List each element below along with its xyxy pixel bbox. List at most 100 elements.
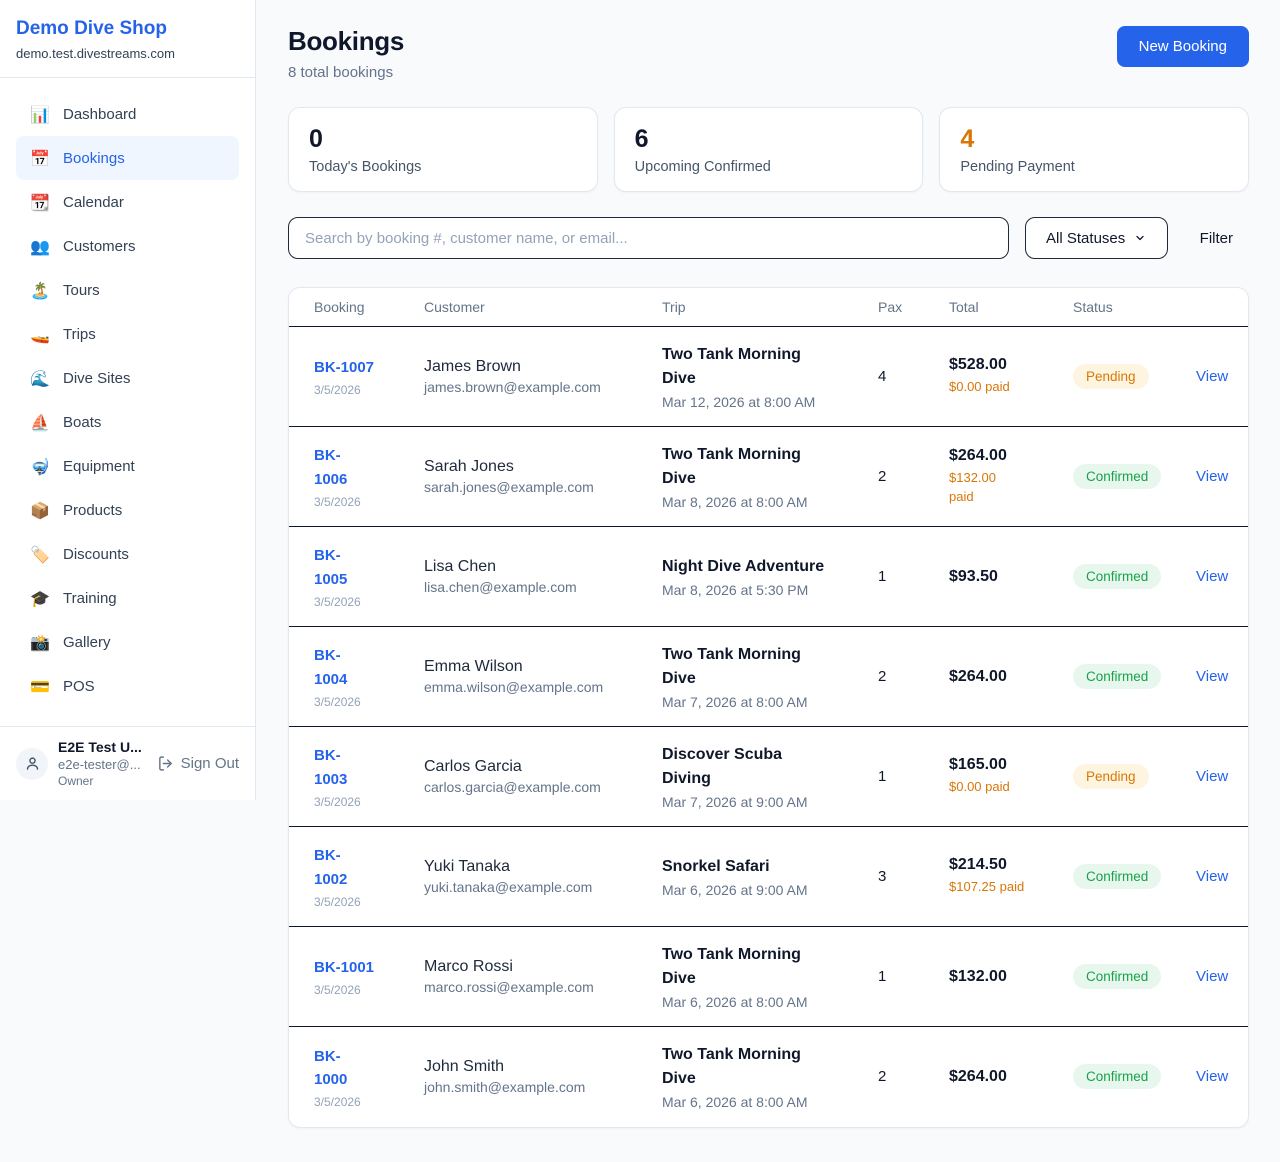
booking-date: 3/5/2026 [314, 594, 361, 609]
trip-cell: Discover Scuba Diving Mar 7, 2026 at 9:00… [637, 726, 853, 827]
view-link[interactable]: View [1196, 567, 1229, 585]
booking-id-link[interactable]: BK- 1003 [314, 747, 348, 788]
pax-value: 1 [878, 568, 887, 585]
customer-cell: Marco Rossi marco.rossi@example.com [399, 926, 637, 1027]
customer-email: john.smith@example.com [424, 1079, 586, 1096]
booking-id-link[interactable]: BK- 1002 [314, 847, 348, 888]
view-link[interactable]: View [1196, 367, 1229, 385]
booking-date: 3/5/2026 [314, 694, 361, 709]
table-row: BK-1007 3/5/2026 James Brown james.brown@ex… [289, 327, 1248, 427]
trip-name: Two Tank Morning Dive [662, 346, 801, 387]
booking-id-link[interactable]: BK- 1004 [314, 647, 348, 688]
search-input[interactable] [288, 217, 1009, 259]
paid-amount: $0.00 paid [949, 379, 1010, 395]
view-link[interactable]: View [1196, 667, 1229, 685]
view-link[interactable]: View [1196, 1067, 1229, 1085]
sign-out-label: Sign Out [180, 755, 239, 772]
booking-id-link[interactable]: BK-1001 [314, 958, 375, 976]
credit-card-icon: 💳 [30, 676, 50, 696]
brand-block: Demo Dive Shop demo.test.divestreams.com [0, 0, 255, 78]
sidebar-item-label: Bookings [63, 149, 125, 167]
brand-name: Demo Dive Shop [16, 18, 167, 39]
status-cell: Pending [1048, 726, 1171, 827]
trip-time: Mar 6, 2026 at 8:00 AM [662, 1094, 808, 1111]
sidebar-item-calendar[interactable]: 📆 Calendar [16, 180, 239, 224]
trip-cell: Two Tank Morning Dive Mar 7, 2026 at 8:00… [637, 626, 853, 727]
booking-id-link[interactable]: BK- 1000 [314, 1047, 348, 1088]
total-cell: $93.50 [924, 526, 1048, 627]
sidebar-item-trips[interactable]: 🚤 Trips [16, 312, 239, 356]
sidebar-item-customers[interactable]: 👥 Customers [16, 224, 239, 268]
sidebar-nav: 📊 Dashboard 📅 Bookings 📆 Calendar 👥 Customers 🏝️… [0, 78, 255, 722]
sidebar-item-equipment[interactable]: 🤿 Equipment [16, 444, 239, 488]
sidebar-item-bookings[interactable]: 📅 Bookings [16, 136, 239, 180]
page-title-block: Bookings 8 total bookings [288, 26, 404, 81]
booking-id-link[interactable]: BK- 1006 [314, 447, 348, 488]
view-link[interactable]: View [1196, 767, 1229, 785]
table-row: BK- 1002 3/5/2026 Yuki Tanaka yuki.tanaka@e… [289, 826, 1248, 927]
sidebar-item-label: Discounts [63, 545, 129, 563]
pax-cell: 1 [853, 526, 924, 627]
trip-time: Mar 7, 2026 at 9:00 AM [662, 794, 808, 810]
column-header-actions [1171, 288, 1248, 327]
sidebar-item-pos[interactable]: 💳 POS [16, 664, 239, 708]
filter-row: All Statuses Filter [288, 217, 1249, 259]
stat-label: Upcoming Confirmed [634, 159, 771, 175]
tear-off-calendar-icon: 📆 [30, 192, 50, 212]
status-cell: Confirmed [1048, 426, 1171, 527]
view-link[interactable]: View [1196, 867, 1229, 885]
table-row: BK- 1004 3/5/2026 Emma Wilson emma.wilson@e… [289, 626, 1248, 727]
column-header-status: Status [1048, 288, 1171, 327]
status-badge: Pending [1073, 364, 1149, 389]
sidebar-item-dashboard[interactable]: 📊 Dashboard [16, 92, 239, 136]
sidebar-item-label: Calendar [63, 193, 124, 211]
filter-button[interactable]: Filter [1184, 230, 1249, 247]
diving-mask-icon: 🤿 [30, 456, 50, 476]
customer-email: marco.rossi@example.com [424, 979, 594, 995]
speedboat-icon: 🚤 [30, 324, 50, 344]
trip-time: Mar 6, 2026 at 8:00 AM [662, 994, 808, 1010]
sidebar-item-tours[interactable]: 🏝️ Tours [16, 268, 239, 312]
sidebar-item-label: Tours [63, 281, 100, 299]
view-link[interactable]: View [1196, 967, 1229, 985]
booking-date: 3/5/2026 [314, 494, 361, 509]
actions-cell: View [1171, 526, 1248, 627]
trip-name: Night Dive Adventure [662, 558, 825, 575]
customer-name: John Smith [424, 1058, 505, 1076]
booking-id-link[interactable]: BK-1007 [314, 358, 375, 376]
trip-cell: Two Tank Morning Dive Mar 6, 2026 at 8:00… [637, 926, 853, 1027]
sidebar-item-products[interactable]: 📦 Products [16, 488, 239, 532]
sidebar-item-discounts[interactable]: 🏷️ Discounts [16, 532, 239, 576]
chevron-down-icon [1136, 235, 1144, 241]
customer-cell: Sarah Jones sarah.jones@example.com [399, 426, 637, 527]
trip-cell: Night Dive Adventure Mar 8, 2026 at 5:30 … [637, 526, 853, 627]
sailboat-icon: ⛵ [30, 412, 50, 432]
sidebar-item-dive-sites[interactable]: 🌊 Dive Sites [16, 356, 239, 400]
booking-id-link[interactable]: BK- 1005 [314, 547, 348, 588]
sidebar-item-label: Dashboard [63, 105, 137, 123]
sidebar-item-training[interactable]: 🎓 Training [16, 576, 239, 620]
sidebar-item-gallery[interactable]: 📸 Gallery [16, 620, 239, 664]
stat-card-upcoming-confirmed: 6 Upcoming Confirmed [613, 107, 924, 192]
view-link[interactable]: View [1196, 467, 1229, 485]
sidebar-item-label: Boats [63, 413, 102, 431]
trip-name: Snorkel Safari [662, 858, 770, 875]
booking-cell: BK- 1000 3/5/2026 [289, 1026, 399, 1127]
status-filter-select[interactable]: All Statuses [1024, 217, 1168, 259]
new-booking-button[interactable]: New Booking [1116, 26, 1249, 67]
trip-name: Two Tank Morning Dive [662, 646, 801, 687]
sign-out-button[interactable]: Sign Out [157, 755, 239, 772]
actions-cell: View [1171, 626, 1248, 727]
table-body: BK-1007 3/5/2026 James Brown james.brown@ex… [289, 327, 1248, 1127]
customer-cell: Lisa Chen lisa.chen@example.com [399, 526, 637, 627]
customer-email: james.brown@example.com [424, 379, 601, 395]
avatar [16, 747, 48, 780]
booking-cell: BK-1001 3/5/2026 [289, 926, 399, 1027]
customer-email: yuki.tanaka@example.com [424, 879, 593, 895]
user-role: Owner [58, 774, 94, 788]
customer-name: James Brown [424, 358, 521, 375]
trip-cell: Two Tank Morning Dive Mar 12, 2026 at 8:0… [637, 327, 853, 427]
total-amount: $264.00 [949, 667, 1007, 685]
people-icon: 👥 [30, 236, 50, 256]
sidebar-item-boats[interactable]: ⛵ Boats [16, 400, 239, 444]
